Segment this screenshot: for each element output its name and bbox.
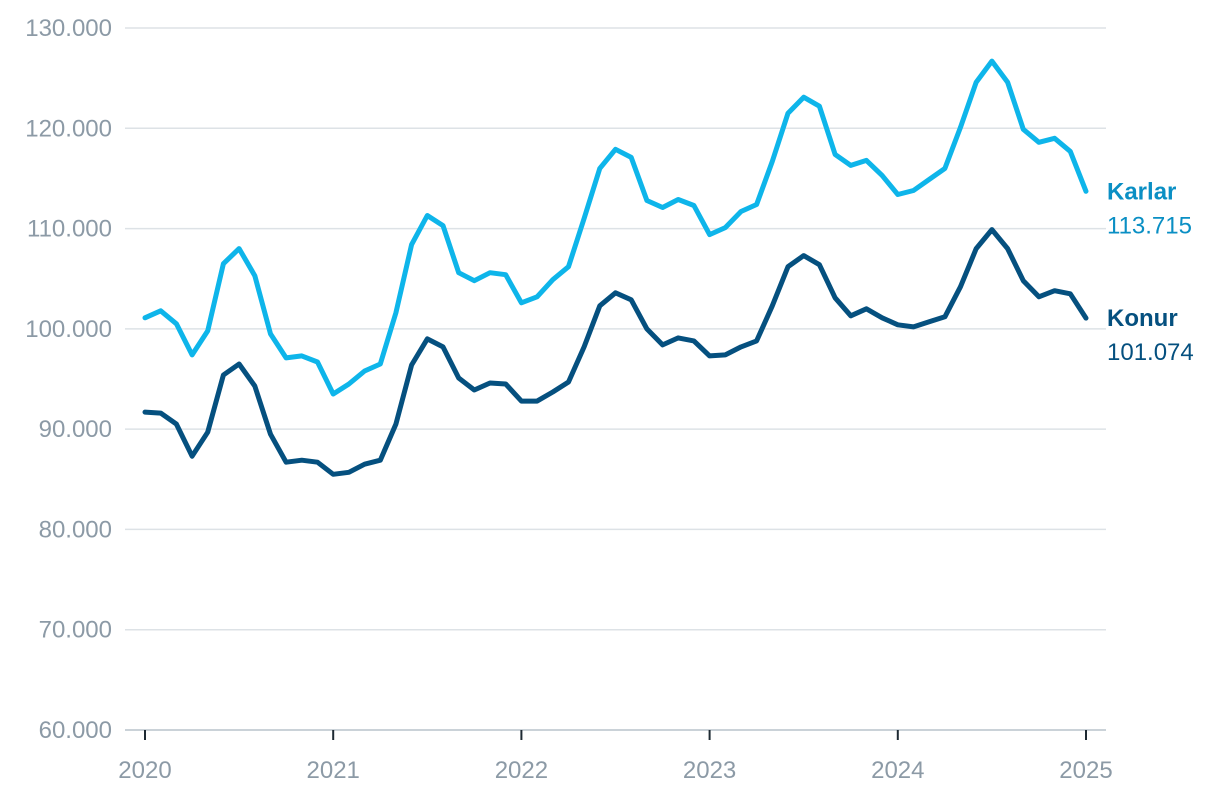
gridlines [125, 27, 1106, 731]
y-tick-label: 90.000 [39, 416, 112, 443]
x-tick-label: 2023 [683, 757, 736, 784]
series-name-karlar: Karlar [1107, 178, 1176, 205]
y-tick-label: 110.000 [27, 216, 112, 243]
y-tick-label: 70.000 [39, 617, 112, 644]
x-tick-label: 2020 [118, 757, 171, 784]
series-value-konur: 101.074 [1107, 339, 1194, 366]
y-tick-label: 80.000 [39, 516, 112, 543]
series-name-konur: Konur [1107, 305, 1178, 332]
y-tick-label: 120.000 [25, 115, 112, 142]
y-tick-label: 130.000 [25, 15, 112, 42]
x-tick-label: 2022 [495, 757, 548, 784]
x-axis: 2020 2021 2022 2023 2024 2025 [118, 730, 1113, 784]
end-labels: Karlar 113.715 Konur 101.074 [1107, 178, 1194, 366]
series-line-konur [142, 227, 1089, 477]
y-tick-label: 100.000 [25, 316, 112, 343]
x-tick-label: 2021 [307, 757, 360, 784]
series-line-karlar [142, 58, 1089, 397]
x-tick-label: 2025 [1059, 757, 1112, 784]
series-lines [142, 58, 1089, 477]
y-tick-label: 60.000 [39, 717, 112, 744]
y-axis-tick-labels: 60.000 70.000 80.000 90.000 100.000 110.000 12… [25, 15, 112, 744]
series-value-karlar: 113.715 [1107, 212, 1192, 239]
x-tick-label: 2024 [871, 757, 924, 784]
